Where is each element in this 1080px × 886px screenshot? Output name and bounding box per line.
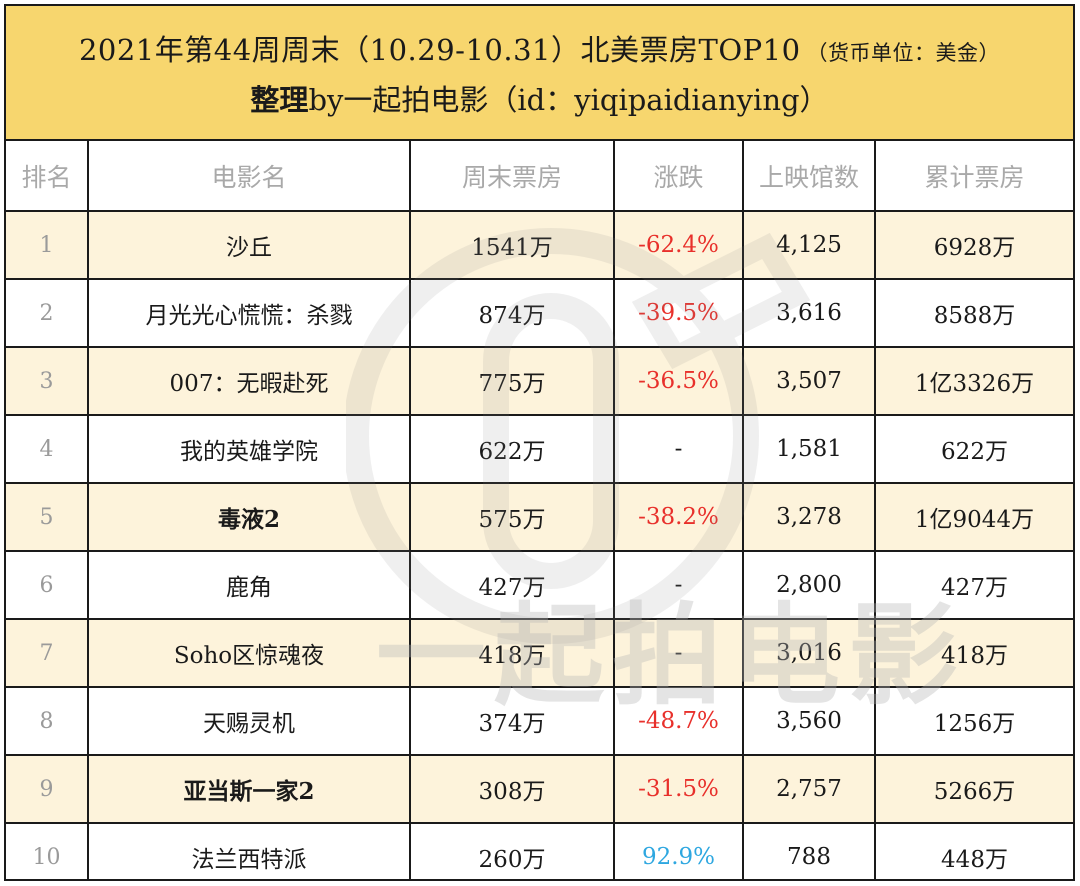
theater-count-cell: 3,016 xyxy=(742,618,876,688)
total-gross-cell: 622万 xyxy=(874,414,1073,484)
total-gross-cell: 8588万 xyxy=(874,278,1073,348)
credit-source: by一起拍电影（id：yiqipaidianying） xyxy=(308,82,829,117)
theater-count-cell: 3,278 xyxy=(742,482,876,552)
weekend-gross-cell: 260万 xyxy=(409,822,615,879)
movie-title-cell: 亚当斯一家2 xyxy=(87,754,411,824)
change-cell: -48.7% xyxy=(613,686,744,756)
table-header-banner: 2021年第44周周末（10.29-10.31）北美票房TOP10 （货币单位：美… xyxy=(6,6,1073,141)
movie-title-cell: 月光光心慌慌：杀戮 xyxy=(87,278,411,348)
theater-count-cell: 788 xyxy=(742,822,876,879)
table-row: 6 鹿角 427万 -2,800 427万 xyxy=(6,550,1073,620)
theater-count-cell: 4,125 xyxy=(742,210,876,280)
change-cell: -39.5% xyxy=(613,278,744,348)
total-gross-cell: 1亿3326万 xyxy=(874,346,1073,416)
rank-cell: 1 xyxy=(6,210,89,280)
change-cell: -62.4% xyxy=(613,210,744,280)
theater-count-cell: 2,757 xyxy=(742,754,876,824)
box-office-table: 排名 电影名 周末票房 涨跌 上映馆数 累计票房 1 沙丘 1541万 -62.4% 4… xyxy=(6,141,1073,879)
total-gross-cell: 418万 xyxy=(874,618,1073,688)
weekend-gross-cell: 874万 xyxy=(409,278,615,348)
credit-prefix: 整理 xyxy=(250,82,309,117)
weekend-gross-cell: 775万 xyxy=(409,346,615,416)
total-gross-cell: 6928万 xyxy=(874,210,1073,280)
table-row: 9 亚当斯一家2 308万 -31.5% 2,757 5266万 xyxy=(6,754,1073,824)
title-text: 2021年第44周周末（10.29-10.31）北美票房TOP10 xyxy=(78,32,801,67)
table-row: 8 天赐灵机 374万 -48.7% 3,560 1256万 xyxy=(6,686,1073,756)
theater-count-cell: 2,800 xyxy=(742,550,876,620)
change-cell: -36.5% xyxy=(613,346,744,416)
rank-cell: 7 xyxy=(6,618,89,688)
rank-cell: 8 xyxy=(6,686,89,756)
column-header-change: 涨跌 xyxy=(613,141,744,212)
rank-cell: 4 xyxy=(6,414,89,484)
movie-title-cell: 毒液2 xyxy=(87,482,411,552)
currency-unit-note: （货币单位：美金） xyxy=(806,40,1001,65)
column-header-rank: 排名 xyxy=(6,141,89,212)
column-header-title: 电影名 xyxy=(87,141,411,212)
theater-count-cell: 3,507 xyxy=(742,346,876,416)
weekend-gross-cell: 1541万 xyxy=(409,210,615,280)
change-cell: -31.5% xyxy=(613,754,744,824)
table-row: 5 毒液2 575万 -38.2% 3,278 1亿9044万 xyxy=(6,482,1073,552)
change-cell: - xyxy=(613,414,744,484)
table-body: 1 沙丘 1541万 -62.4% 4,125 6928万 2 月光光心慌慌：杀戮 874万 -3… xyxy=(6,210,1073,879)
weekend-gross-cell: 427万 xyxy=(409,550,615,620)
movie-title-cell: 天赐灵机 xyxy=(87,686,411,756)
theater-count-cell: 1,581 xyxy=(742,414,876,484)
change-cell: 92.9% xyxy=(613,822,744,879)
weekend-gross-cell: 575万 xyxy=(409,482,615,552)
table-row: 3 007：无暇赴死 775万 -36.5% 3,507 1亿3326万 xyxy=(6,346,1073,416)
column-header-weekend-gross: 周末票房 xyxy=(409,141,615,212)
column-header-theaters: 上映馆数 xyxy=(742,141,876,212)
weekend-gross-cell: 308万 xyxy=(409,754,615,824)
weekend-gross-cell: 374万 xyxy=(409,686,615,756)
movie-title-cell: 法兰西特派 xyxy=(87,822,411,879)
movie-title-cell: 007：无暇赴死 xyxy=(87,346,411,416)
total-gross-cell: 1256万 xyxy=(874,686,1073,756)
rank-cell: 5 xyxy=(6,482,89,552)
total-gross-cell: 1亿9044万 xyxy=(874,482,1073,552)
table-row: 7 Soho区惊魂夜 418万 -3,016 418万 xyxy=(6,618,1073,688)
rank-cell: 6 xyxy=(6,550,89,620)
movie-title-cell: 我的英雄学院 xyxy=(87,414,411,484)
table-row: 10 法兰西特派 260万 92.9% 788 448万 xyxy=(6,822,1073,879)
theater-count-cell: 3,560 xyxy=(742,686,876,756)
total-gross-cell: 5266万 xyxy=(874,754,1073,824)
rank-cell: 2 xyxy=(6,278,89,348)
total-gross-cell: 448万 xyxy=(874,822,1073,879)
box-office-table-card: 2021年第44周周末（10.29-10.31）北美票房TOP10 （货币单位：美… xyxy=(4,4,1075,881)
credit-line: 整理by一起拍电影（id：yiqipaidianying） xyxy=(250,77,828,119)
table-row: 2 月光光心慌慌：杀戮 874万 -39.5% 3,616 8588万 xyxy=(6,278,1073,348)
rank-cell: 3 xyxy=(6,346,89,416)
column-header-row: 排名 电影名 周末票房 涨跌 上映馆数 累计票房 xyxy=(6,141,1073,212)
rank-cell: 9 xyxy=(6,754,89,824)
table-row: 4 我的英雄学院 622万 -1,581 622万 xyxy=(6,414,1073,484)
theater-count-cell: 3,616 xyxy=(742,278,876,348)
change-cell: - xyxy=(613,550,744,620)
total-gross-cell: 427万 xyxy=(874,550,1073,620)
movie-title-cell: 鹿角 xyxy=(87,550,411,620)
movie-title-cell: Soho区惊魂夜 xyxy=(87,618,411,688)
change-cell: - xyxy=(613,618,744,688)
column-header-total-gross: 累计票房 xyxy=(874,141,1073,212)
change-cell: -38.2% xyxy=(613,482,744,552)
movie-title-cell: 沙丘 xyxy=(87,210,411,280)
weekend-gross-cell: 418万 xyxy=(409,618,615,688)
rank-cell: 10 xyxy=(6,822,89,879)
table-row: 1 沙丘 1541万 -62.4% 4,125 6928万 xyxy=(6,210,1073,280)
weekend-gross-cell: 622万 xyxy=(409,414,615,484)
page-title: 2021年第44周周末（10.29-10.31）北美票房TOP10 （货币单位：美… xyxy=(79,27,1000,69)
